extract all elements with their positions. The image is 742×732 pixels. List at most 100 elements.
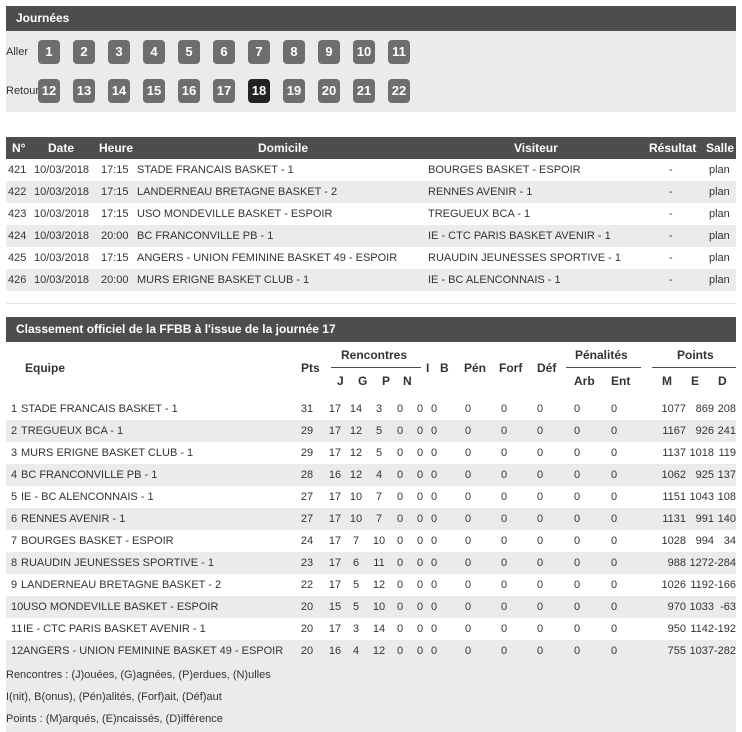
stat-arb: 0 bbox=[573, 623, 581, 635]
match-salle-link[interactable]: plan bbox=[709, 208, 730, 220]
match-row: 426 10/03/2018 20:00 MURS ERIGNE BASKET CLU… bbox=[6, 269, 736, 291]
journee-button[interactable]: 10 bbox=[353, 40, 375, 64]
match-visiteur: IE - BC ALENCONNAIS - 1 bbox=[428, 274, 561, 286]
stat-n: 0 bbox=[396, 469, 404, 481]
stat-p: 10 bbox=[372, 601, 386, 613]
stat-b: 0 bbox=[430, 469, 438, 481]
standings-row: 11 IE - CTC PARIS BASKET AVENIR - 1 20 17 3 1… bbox=[6, 618, 736, 640]
match-resultat: - bbox=[669, 164, 673, 176]
stat-forf: 0 bbox=[500, 623, 508, 635]
stat-forf: 0 bbox=[500, 535, 508, 547]
points-d: -282 bbox=[713, 645, 736, 657]
classement-panel: Classement officiel de la FFBB à l'issue… bbox=[6, 317, 736, 732]
col-d: D bbox=[718, 374, 727, 388]
team-name[interactable]: ANGERS - UNION FEMININE BASKET 49 - ESPO… bbox=[23, 645, 284, 657]
stat-j: 17 bbox=[328, 403, 342, 415]
standings-row: 1 STADE FRANCAIS BASKET - 1 31 17 14 3 0 0 0 0 0 0 0… bbox=[6, 398, 736, 420]
team-rank: 7 bbox=[11, 535, 18, 547]
journee-button[interactable]: 12 bbox=[38, 79, 60, 103]
journee-button[interactable]: 14 bbox=[108, 79, 130, 103]
col-domicile: Domicile bbox=[258, 141, 309, 155]
points-d: -63 bbox=[720, 601, 736, 613]
team-name[interactable]: RUAUDIN JEUNESSES SPORTIVE - 1 bbox=[21, 557, 214, 569]
points-e: 926 bbox=[695, 425, 714, 437]
stat-pts: 20 bbox=[300, 645, 314, 657]
journee-button[interactable]: 4 bbox=[143, 40, 165, 64]
stat-n: 0 bbox=[396, 425, 404, 437]
journee-button[interactable]: 13 bbox=[73, 79, 95, 103]
col-arb: Arb bbox=[574, 374, 595, 388]
team-name[interactable]: RENNES AVENIR - 1 bbox=[21, 513, 126, 525]
journee-button[interactable]: 21 bbox=[353, 79, 375, 103]
team-name[interactable]: LANDERNEAU BRETAGNE BASKET - 2 bbox=[21, 579, 222, 591]
match-row: 423 10/03/2018 17:15 USO MONDEVILLE BASKET … bbox=[6, 203, 736, 225]
stat-pen: 0 bbox=[464, 491, 472, 503]
points-e: 1142 bbox=[690, 623, 714, 635]
match-salle-link[interactable]: plan bbox=[709, 230, 730, 242]
stat-n: 0 bbox=[396, 645, 404, 657]
classement-header: Equipe Pts Rencontres J G P N I B Pén Fo… bbox=[6, 342, 736, 394]
match-num: 421 bbox=[8, 164, 27, 176]
journee-button[interactable]: 8 bbox=[283, 40, 305, 64]
legend: Rencontres : (J)ouées, (G)agnées, (P)erd… bbox=[6, 662, 736, 732]
team-rank: 8 bbox=[11, 557, 18, 569]
stat-j: 16 bbox=[328, 469, 342, 481]
stat-b: 0 bbox=[430, 491, 438, 503]
journee-button[interactable]: 6 bbox=[213, 40, 235, 64]
points-e: 869 bbox=[695, 403, 714, 415]
stat-p: 12 bbox=[372, 579, 386, 591]
stat-pts: 31 bbox=[300, 403, 314, 415]
team-name[interactable]: BC FRANCONVILLE PB - 1 bbox=[21, 469, 158, 481]
journee-button[interactable]: 11 bbox=[388, 40, 410, 64]
journee-button[interactable]: 9 bbox=[318, 40, 340, 64]
stat-arb: 0 bbox=[573, 447, 581, 459]
stat-g: 12 bbox=[349, 469, 363, 481]
team-name[interactable]: BOURGES BASKET - ESPOIR bbox=[21, 535, 174, 547]
col-g: G bbox=[358, 374, 368, 388]
journee-button[interactable]: 3 bbox=[108, 40, 130, 64]
team-name[interactable]: TREGUEUX BCA - 1 bbox=[21, 425, 124, 437]
stat-j: 17 bbox=[328, 557, 342, 569]
stat-g: 10 bbox=[349, 491, 363, 503]
match-heure: 17:15 bbox=[101, 252, 129, 264]
journee-button[interactable]: 16 bbox=[178, 79, 200, 103]
stat-g: 14 bbox=[349, 403, 363, 415]
team-name[interactable]: IE - BC ALENCONNAIS - 1 bbox=[21, 491, 154, 503]
points-e: 991 bbox=[695, 513, 714, 525]
stat-ent: 0 bbox=[610, 623, 618, 635]
stat-n: 0 bbox=[396, 535, 404, 547]
stat-i: 0 bbox=[416, 645, 424, 657]
match-salle-link[interactable]: plan bbox=[709, 274, 730, 286]
stat-g: 7 bbox=[352, 535, 360, 547]
journee-button[interactable]: 22 bbox=[388, 79, 410, 103]
stat-def: 0 bbox=[536, 535, 544, 547]
stat-pen: 0 bbox=[464, 623, 472, 635]
stat-i: 0 bbox=[416, 491, 424, 503]
journee-button[interactable]: 5 bbox=[178, 40, 200, 64]
stat-pts: 20 bbox=[300, 601, 314, 613]
match-row: 425 10/03/2018 17:15 ANGERS - UNION FEMININ… bbox=[6, 247, 736, 269]
team-name[interactable]: USO MONDEVILLE BASKET - ESPOIR bbox=[23, 601, 219, 613]
stat-def: 0 bbox=[536, 601, 544, 613]
journee-button[interactable]: 17 bbox=[213, 79, 235, 103]
match-date: 10/03/2018 bbox=[34, 230, 90, 242]
journee-button[interactable]: 2 bbox=[73, 40, 95, 64]
journee-button[interactable]: 18 bbox=[248, 79, 270, 103]
match-salle-link[interactable]: plan bbox=[709, 252, 730, 264]
team-rank: 9 bbox=[11, 579, 18, 591]
team-name[interactable]: STADE FRANCAIS BASKET - 1 bbox=[21, 403, 178, 415]
team-name[interactable]: IE - CTC PARIS BASKET AVENIR - 1 bbox=[23, 623, 206, 635]
journee-button[interactable]: 19 bbox=[283, 79, 305, 103]
journee-button[interactable]: 20 bbox=[318, 79, 340, 103]
stat-arb: 0 bbox=[573, 645, 581, 657]
match-salle-link[interactable]: plan bbox=[709, 164, 730, 176]
journee-button[interactable]: 7 bbox=[248, 40, 270, 64]
stat-pen: 0 bbox=[464, 513, 472, 525]
stat-arb: 0 bbox=[573, 535, 581, 547]
stat-n: 0 bbox=[396, 403, 404, 415]
match-salle-link[interactable]: plan bbox=[709, 186, 730, 198]
journee-button[interactable]: 15 bbox=[143, 79, 165, 103]
journee-button[interactable]: 1 bbox=[38, 40, 60, 64]
team-name[interactable]: MURS ERIGNE BASKET CLUB - 1 bbox=[21, 447, 194, 459]
penalites-underline bbox=[566, 367, 641, 368]
